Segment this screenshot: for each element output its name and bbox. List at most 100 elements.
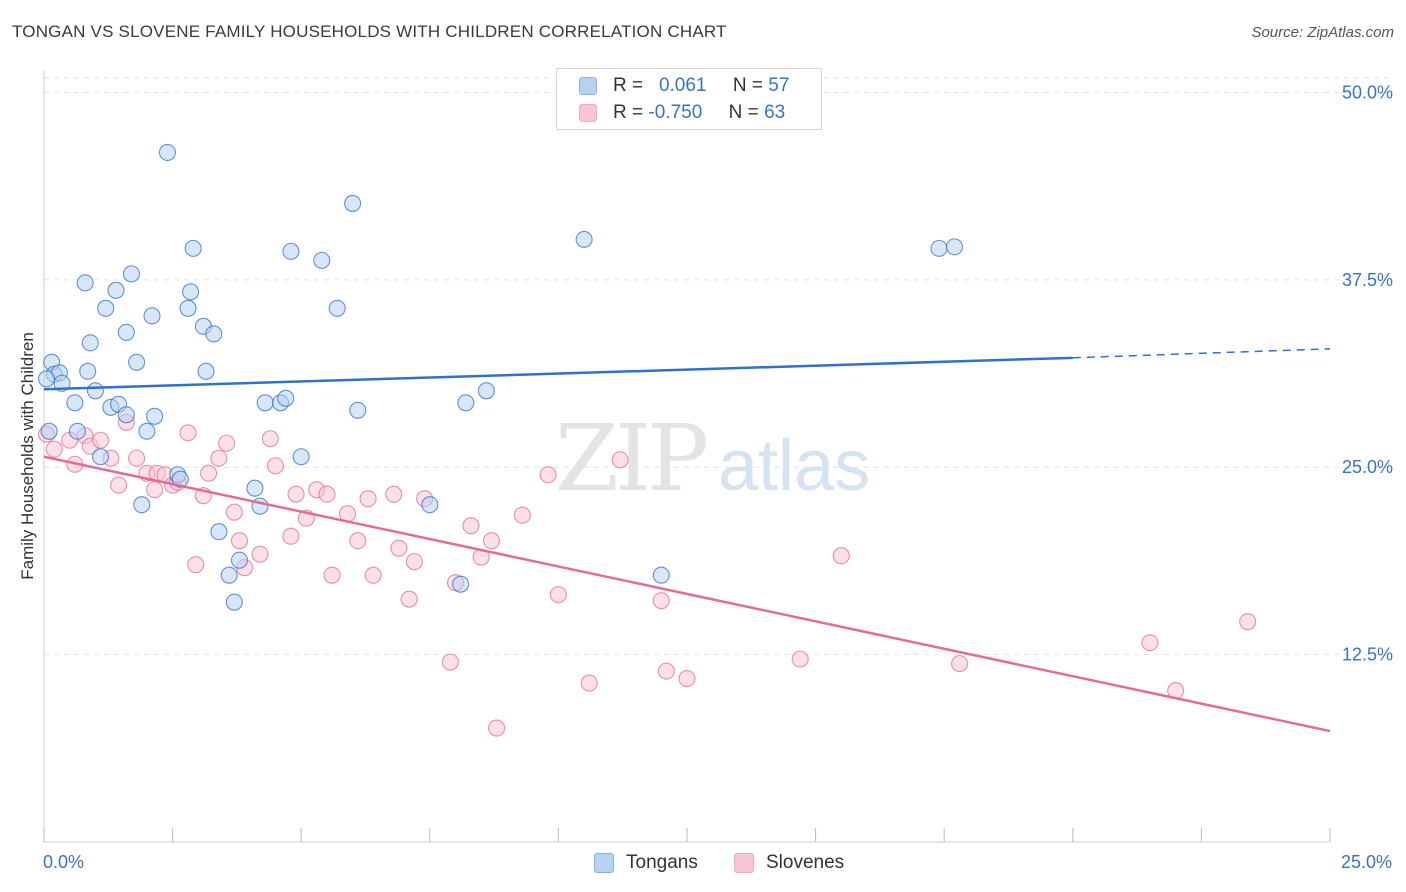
slovene-point <box>251 545 269 563</box>
correlation-legend: R = 0.061 N = 57 R = -0.750 N = 63 <box>556 68 822 130</box>
slovene-point <box>657 662 675 680</box>
tongan-point <box>328 299 346 317</box>
tongan-point <box>930 239 948 257</box>
tongan-point <box>128 353 146 371</box>
tongans-trend-line <box>43 356 1073 391</box>
slovene-point <box>951 655 969 673</box>
tongan-point <box>344 194 362 212</box>
slovene-point <box>282 527 300 545</box>
tongan-point <box>256 394 274 412</box>
tongans-r-label: R = <box>613 75 644 96</box>
slovene-point <box>218 434 236 452</box>
tongans-swatch <box>579 77 597 95</box>
slovene-point <box>266 457 285 475</box>
watermark-atlas: atlas <box>718 426 870 506</box>
slovene-point <box>110 476 128 494</box>
slovenes-n-value: 63 <box>764 102 786 123</box>
tongan-point <box>184 239 202 257</box>
tongan-point <box>146 407 164 425</box>
tongan-point <box>158 143 177 161</box>
tongan-point <box>68 422 86 440</box>
slovene-point <box>400 590 418 608</box>
tongans-n-value: 57 <box>768 75 790 96</box>
slovene-point <box>611 451 629 469</box>
tongan-point <box>246 479 264 497</box>
slovene-point <box>287 485 305 503</box>
slovene-point <box>513 506 531 524</box>
tongan-point <box>179 299 197 317</box>
slovene-point <box>146 481 164 499</box>
slovene-point <box>318 485 336 503</box>
y-tick-label: 50.0% <box>1342 82 1393 102</box>
slovenes-swatch <box>579 104 597 122</box>
tongan-point <box>171 470 189 488</box>
tongan-point <box>349 401 367 419</box>
tongan-point <box>945 238 964 256</box>
axes <box>43 70 1331 843</box>
slovene-point <box>210 449 228 467</box>
tongan-point <box>452 575 470 593</box>
tongans-trend-extension <box>1072 348 1331 359</box>
slovenes-legend-swatch <box>734 853 754 873</box>
slovene-point <box>323 566 341 584</box>
tongan-point <box>97 299 115 317</box>
slovene-point <box>462 517 480 535</box>
tongan-point <box>53 374 71 392</box>
slovene-point <box>1141 634 1159 652</box>
slovenes-r-value: -0.750 <box>648 102 703 123</box>
tongan-point <box>79 362 97 380</box>
tongan-point <box>76 274 94 292</box>
slovene-point <box>652 592 670 610</box>
slovene-point <box>187 556 205 574</box>
tongan-point <box>117 323 135 341</box>
slovene-point <box>678 670 696 688</box>
y-tick-labels: 12.5% 25.0% 37.5% 50.0% <box>1342 82 1393 664</box>
x-tick-label-max: 25.0% <box>1340 852 1392 872</box>
y-tick-label: 37.5% <box>1342 270 1393 290</box>
tongan-point <box>575 230 593 248</box>
tongan-point <box>421 496 439 514</box>
slovene-point <box>179 424 197 442</box>
tongan-point <box>292 448 310 466</box>
watermark: ZIP atlas <box>555 405 870 512</box>
tongan-point <box>230 551 249 569</box>
slovene-point <box>261 430 279 448</box>
tongan-point <box>210 523 228 541</box>
tongan-point <box>117 406 135 424</box>
watermark-zip: ZIP <box>555 405 706 512</box>
tongans-points <box>38 143 964 611</box>
tongan-point <box>38 370 56 388</box>
slovene-point <box>539 466 557 484</box>
slovene-point <box>405 553 423 571</box>
slovene-point <box>359 490 377 508</box>
tongan-point <box>107 281 125 299</box>
tongans-legend-swatch <box>594 853 614 873</box>
slovene-point <box>364 566 382 584</box>
tongan-point <box>40 422 58 440</box>
tongans-r-value: 0.061 <box>658 75 707 96</box>
tongan-point <box>182 283 200 301</box>
tongan-point <box>66 394 84 412</box>
slovene-point <box>45 440 63 458</box>
slovene-point <box>791 650 809 668</box>
tongan-point <box>313 251 331 269</box>
tongans-legend-label: Tongans <box>626 852 698 873</box>
tongan-point <box>205 325 223 343</box>
slovene-point <box>385 485 403 503</box>
slovene-point <box>349 532 367 550</box>
slovenes-legend-label: Slovenes <box>766 852 845 873</box>
slovene-point <box>832 547 850 565</box>
slovene-point <box>92 431 110 449</box>
tongan-point <box>138 422 156 440</box>
tongan-point <box>81 334 99 352</box>
slovenes-trend-line <box>43 455 1331 733</box>
x-tick-label-min: 0.0% <box>43 852 85 872</box>
tongans-n-label: N = <box>732 75 764 96</box>
tongan-point <box>133 496 151 514</box>
tongan-point <box>477 382 495 400</box>
y-tick-label: 25.0% <box>1342 457 1393 477</box>
slovene-point <box>200 464 218 482</box>
tongan-point <box>282 242 300 260</box>
tongan-point <box>122 265 140 283</box>
